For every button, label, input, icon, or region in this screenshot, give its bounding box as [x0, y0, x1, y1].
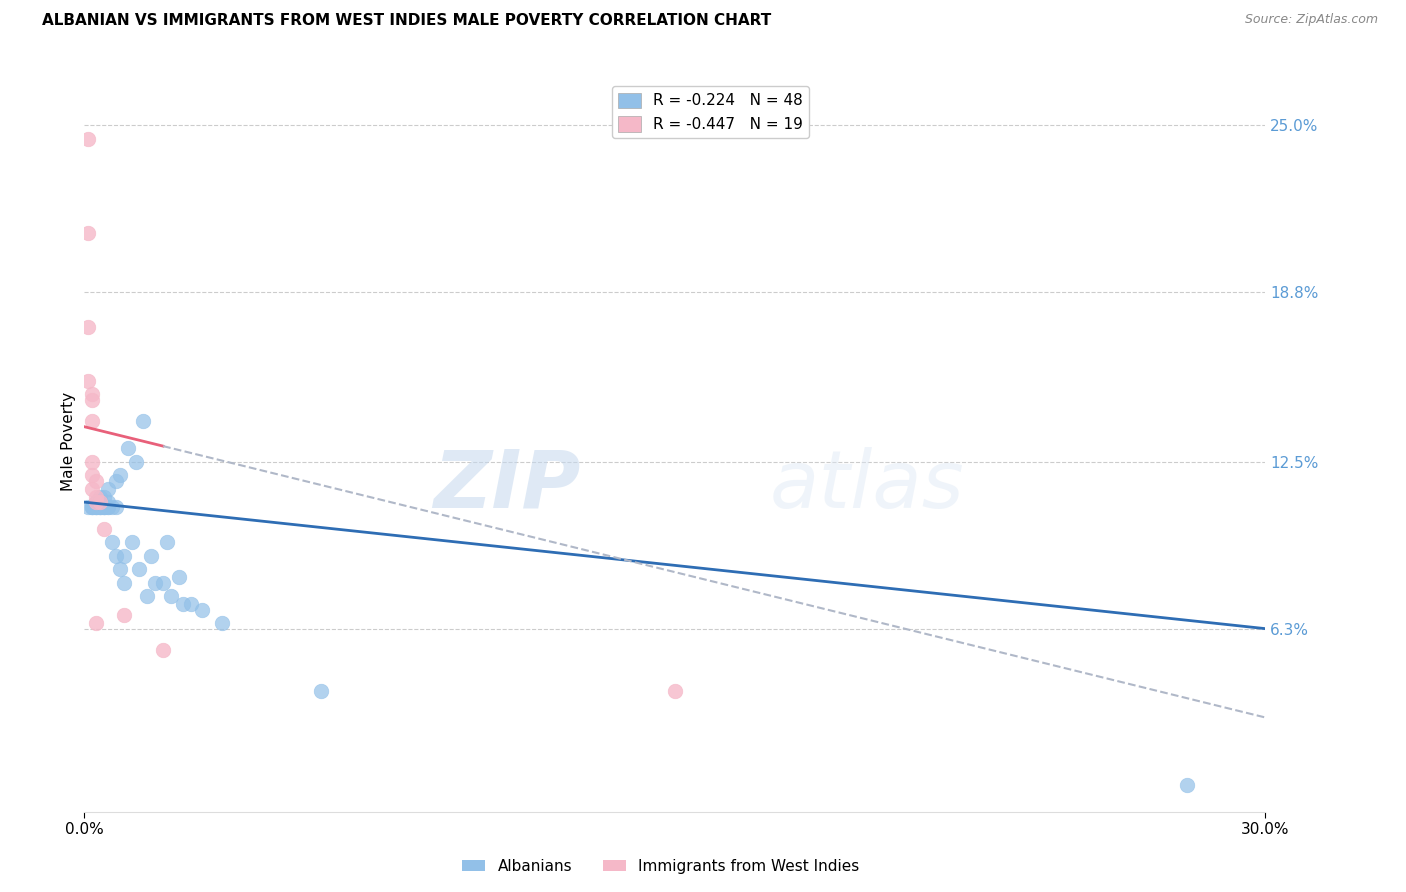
Point [97, 495, 120, 509]
Y-axis label: Male Poverty: Male Poverty [60, 392, 76, 491]
Point [93, 500, 115, 515]
Text: ALBANIAN VS IMMIGRANTS FROM WEST INDIES MALE POVERTY CORRELATION CHART: ALBANIAN VS IMMIGRANTS FROM WEST INDIES … [42, 13, 772, 29]
Point [112, 575, 135, 590]
Point [156, 535, 179, 549]
Point [108, 562, 131, 576]
Point [309, 683, 332, 698]
Point [211, 616, 233, 631]
Point [82, 455, 104, 469]
Point [93, 522, 115, 536]
Text: atlas: atlas [769, 447, 965, 525]
Point [191, 603, 214, 617]
Point [84, 495, 107, 509]
Point [82, 500, 104, 515]
Text: Source: ZipAtlas.com: Source: ZipAtlas.com [1244, 13, 1378, 27]
Point [97, 482, 120, 496]
Point [84, 490, 107, 504]
Point [89, 500, 111, 515]
Point [82, 468, 104, 483]
Point [82, 387, 104, 401]
Point [84, 500, 107, 515]
Point [143, 575, 166, 590]
Point [77, 500, 100, 515]
Point [89, 495, 111, 509]
Point [89, 490, 111, 504]
Point [93, 500, 115, 515]
Point [104, 549, 127, 563]
Point [152, 575, 174, 590]
Point [89, 495, 111, 509]
Point [84, 500, 107, 515]
Point [152, 643, 174, 657]
Point [84, 616, 107, 631]
Legend: R = -0.224   N = 48, R = -0.447   N = 19: R = -0.224 N = 48, R = -0.447 N = 19 [612, 87, 808, 138]
Point [136, 590, 159, 604]
Point [77, 374, 100, 388]
Point [160, 590, 183, 604]
Point [167, 570, 190, 584]
Point [132, 414, 155, 428]
Point [180, 598, 202, 612]
Point [82, 392, 104, 407]
Point [93, 500, 115, 515]
Point [101, 535, 124, 549]
Point [77, 320, 100, 334]
Point [97, 500, 120, 515]
Point [89, 500, 111, 515]
Point [89, 500, 111, 515]
Point [97, 500, 120, 515]
Point [117, 442, 139, 456]
Point [84, 474, 107, 488]
Point [82, 482, 104, 496]
Point [82, 500, 104, 515]
Point [112, 608, 135, 623]
Point [128, 562, 150, 576]
Point [77, 131, 100, 145]
Point [104, 474, 127, 488]
Point [664, 683, 686, 698]
Point [141, 549, 163, 563]
Point [108, 468, 131, 483]
Point [77, 226, 100, 240]
Point [101, 500, 124, 515]
Point [121, 535, 143, 549]
Point [82, 414, 104, 428]
Point [84, 500, 107, 515]
Point [124, 455, 146, 469]
Point [172, 598, 194, 612]
Text: ZIP: ZIP [433, 447, 581, 525]
Point [93, 490, 115, 504]
Point [82, 500, 104, 515]
Point [84, 495, 107, 509]
Point [112, 549, 135, 563]
Legend: Albanians, Immigrants from West Indies: Albanians, Immigrants from West Indies [457, 853, 865, 880]
Point [104, 500, 127, 515]
Point [1175, 778, 1198, 792]
